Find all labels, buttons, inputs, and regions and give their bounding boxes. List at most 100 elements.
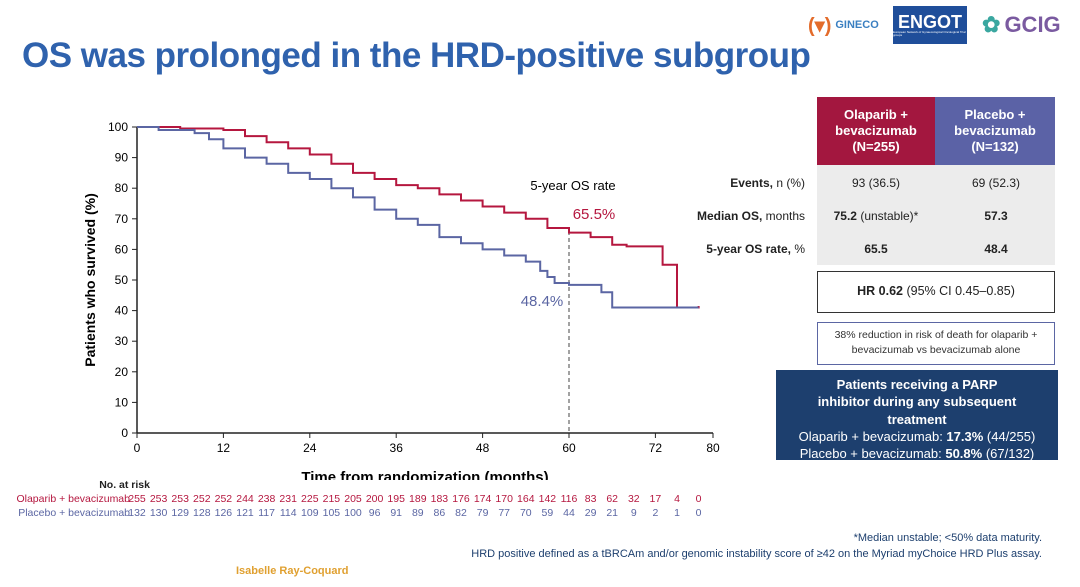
presenter-name: Isabelle Ray-Coquard [236,565,349,577]
y-tick-label: 30 [115,334,129,348]
risk-count: 114 [279,507,297,519]
risk-count: 244 [236,493,254,505]
gcig-logo: ✿ GCIG [982,12,1061,37]
engot-logo: ENGOT European Network of Gynaecological … [893,6,967,44]
risk-count: 130 [149,507,168,519]
parp-title: Patients receiving a PARP inhibitor duri… [817,377,1017,427]
parp-placebo: Placebo + bevacizumab: 50.8% (67/132) [799,446,1035,462]
risk-count: 105 [322,507,341,519]
slide-title: OS was prolonged in the HRD-positive sub… [22,36,811,75]
table-body [817,165,1055,265]
parp-box: Patients receiving a PARP inhibitor duri… [776,370,1058,462]
x-tick-label: 60 [562,441,576,455]
risk-count: 170 [495,493,513,505]
y-tick-label: 100 [108,120,128,134]
risk-count: 253 [149,493,168,505]
hazard-ratio-box: HR 0.62 (95% CI 0.45–0.85) [817,271,1055,313]
y-tick-label: 0 [121,426,128,440]
risk-count: 252 [214,493,233,505]
y-tick-label: 70 [115,212,129,226]
risk-count: 205 [344,493,362,505]
risk-count: 116 [560,493,578,505]
y-tick-label: 90 [115,151,129,165]
risk-count: 91 [390,507,403,519]
y-tick-label: 80 [115,181,129,195]
placebo-curve [137,126,699,309]
x-tick-label: 12 [217,441,231,455]
placebo-5yr-label: 48.4% [521,293,564,310]
risk-row-label-placebo: Placebo + bevacizumab [18,507,130,519]
risk-count: 9 [630,507,637,519]
footnote-hrd: HRD positive defined as a tBRCAm and/or … [471,548,1042,560]
x-axis-label: Time from randomization (months) [301,469,548,480]
risk-count: 100 [344,507,362,519]
x-tick-label: 24 [303,441,317,455]
risk-count: 189 [409,493,427,505]
cell-olaparib: 65.5 [864,242,888,256]
risk-count: 126 [214,507,233,519]
row-label: Median OS, months [696,209,805,223]
risk-count: 174 [473,493,492,505]
risk-count: 79 [476,507,489,519]
risk-count: 77 [498,507,511,519]
risk-count: 2 [652,507,659,519]
risk-count: 129 [171,507,189,519]
risk-count: 253 [171,493,189,505]
x-tick-label: 80 [706,441,720,455]
risk-count: 117 [258,507,275,519]
risk-count: 215 [322,493,341,505]
header-placebo: Placebo + bevacizumab (N=132) [935,97,1055,165]
y-tick-label: 20 [115,365,129,379]
km-chart: 0 10 20 30 40 50 60 70 80 90 100 0 12 24 36 48 60 72 80 Pa… [82,120,720,480]
risk-count: 83 [584,493,597,505]
row-label: Events, n (%) [730,176,805,190]
cell-placebo: 69 (52.3) [971,176,1021,190]
risk-row-label-olaparib: Olaparib + bevacizumab [16,493,130,505]
risk-count: 121 [236,507,254,519]
risk-count: 142 [538,493,557,505]
olaparib-5yr-label: 65.5% [573,206,616,223]
risk-count: 82 [455,507,467,519]
y-tick-label: 50 [115,273,129,287]
risk-count: 4 [674,493,680,505]
risk-count: 86 [433,507,446,519]
y-tick-label: 10 [115,395,129,409]
risk-count: 128 [193,507,211,519]
cell-placebo: 48.4 [984,242,1008,256]
risk-count: 252 [193,493,211,505]
risk-count: 89 [411,507,424,519]
y-tick-label: 60 [115,242,129,256]
annotation-5yr: 5-year OS rate [530,178,615,193]
risk-count: 132 [128,507,146,519]
x-tick-label: 72 [649,441,663,455]
risk-count: 59 [541,507,554,519]
y-axis-label: Patients who survived (%) [82,193,98,366]
row-label: 5-year OS rate, % [706,242,805,256]
risk-count: 1 [674,507,680,519]
risk-count: 195 [387,493,405,505]
header-olaparib: Olaparib + bevacizumab (N=255) [817,97,935,165]
gineco-logo: (▾) GINECO [808,14,879,37]
x-tick-label: 48 [476,441,490,455]
risk-count: 176 [452,493,470,505]
risk-count: 109 [301,507,319,519]
cell-placebo: 57.3 [984,209,1008,223]
risk-title: No. at risk [99,479,150,491]
risk-reduction-box: 38% reduction in risk of death for olapa… [817,322,1055,365]
risk-count: 225 [301,493,319,505]
risk-count: 183 [430,493,449,505]
risk-count: 70 [519,507,532,519]
x-tick-label: 0 [134,441,141,455]
risk-count: 0 [695,507,702,519]
risk-count: 21 [606,507,619,519]
risk-count: 96 [368,507,381,519]
x-tick-label: 36 [390,441,404,455]
olaparib-curve [137,126,700,309]
risk-count: 255 [128,493,146,505]
risk-count: 164 [517,493,535,505]
risk-count: 17 [649,493,662,505]
risk-count: 32 [627,493,640,505]
risk-count: 231 [279,493,297,505]
risk-count: 29 [584,507,597,519]
risk-count: 238 [257,493,276,505]
